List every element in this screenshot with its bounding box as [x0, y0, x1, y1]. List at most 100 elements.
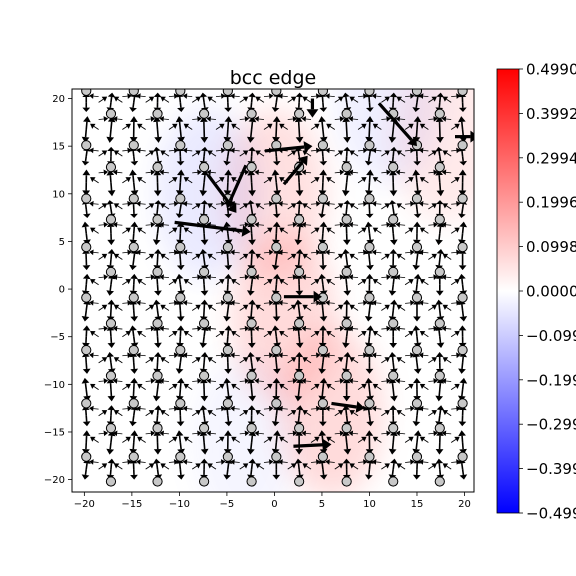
- vector-arrow-shaft: [367, 409, 371, 416]
- vector-arrow-shaft: [163, 276, 169, 279]
- vector-arrow-shaft: [415, 415, 418, 422]
- vector-arrow-shaft: [98, 256, 104, 260]
- atom-marker: [457, 451, 468, 462]
- vector-arrow: [263, 436, 273, 443]
- vector-arrow: [200, 442, 209, 455]
- atom-marker: [294, 214, 305, 225]
- vector-arrow: [458, 273, 466, 285]
- vector-arrow-shaft: [84, 156, 88, 162]
- vector-arrow: [113, 150, 123, 157]
- vector-arrow-shaft: [310, 438, 316, 443]
- vector-arrow-head: [290, 410, 297, 416]
- vector-arrow-head: [125, 123, 131, 129]
- vector-arrow-shaft: [428, 380, 434, 382]
- vector-arrow-shaft: [305, 432, 312, 435]
- vector-arrow: [428, 304, 437, 311]
- vector-arrow-head: [248, 146, 256, 152]
- vector-arrow-shaft: [357, 229, 364, 234]
- vector-arrow: [82, 362, 91, 374]
- vector-arrow-head: [207, 203, 213, 209]
- vector-arrow-head: [160, 96, 166, 102]
- vector-arrow-head: [431, 357, 437, 363]
- vector-arrow: [215, 300, 226, 306]
- vector-arrow: [90, 330, 99, 338]
- vector-arrow-head: [267, 279, 273, 285]
- vector-arrow: [287, 357, 297, 364]
- vector-arrow-head: [413, 190, 422, 197]
- vector-arrow-shaft: [215, 203, 222, 205]
- atom-marker: [81, 140, 92, 151]
- vector-arrow: [272, 116, 281, 130]
- vector-arrow-shaft: [239, 432, 246, 435]
- vector-arrow-shaft: [239, 98, 245, 103]
- vector-arrow-head: [418, 200, 424, 207]
- vector-arrow: [130, 273, 138, 285]
- vector-arrow-shaft: [368, 253, 371, 260]
- vector-arrow-shaft: [297, 463, 300, 470]
- vector-arrow: [90, 436, 99, 443]
- vector-arrow: [263, 200, 274, 207]
- vector-arrow: [89, 200, 99, 207]
- vector-arrow-shaft: [117, 224, 123, 226]
- vector-arrow: [191, 203, 201, 210]
- vector-arrow-shaft: [168, 461, 175, 463]
- vector-arrow-head: [136, 352, 141, 359]
- vector-arrow-head: [90, 436, 96, 442]
- vector-arrow: [263, 177, 273, 184]
- vector-arrow: [159, 325, 169, 332]
- vector-arrow: [405, 352, 415, 359]
- vector-arrow-shaft: [178, 362, 182, 370]
- vector-arrow-head: [268, 200, 274, 207]
- vector-arrow-shaft: [250, 310, 253, 317]
- vector-arrow: [215, 352, 226, 359]
- vector-arrow-shaft: [93, 408, 99, 410]
- vector-arrow: [450, 383, 460, 390]
- vector-arrow: [381, 116, 391, 122]
- vector-arrow-head: [431, 410, 437, 416]
- vector-arrow-head: [348, 116, 354, 122]
- vector-arrow: [342, 249, 350, 260]
- vector-arrow: [98, 203, 108, 210]
- vector-arrow-head: [148, 463, 155, 469]
- vector-arrow-shaft: [334, 380, 341, 382]
- vector-arrow-head: [247, 169, 256, 176]
- vector-arrow-shaft: [282, 203, 288, 205]
- vector-arrow: [301, 116, 312, 122]
- vector-arrow: [153, 182, 162, 197]
- colorbar-tick-label: 0.2994: [526, 149, 576, 167]
- vector-arrow-shaft: [461, 233, 464, 240]
- vector-arrow-head: [152, 458, 161, 464]
- vector-arrow: [342, 430, 350, 443]
- vector-arrow-head: [81, 136, 90, 143]
- vector-arrow-head: [318, 273, 326, 280]
- vector-arrow-shaft: [368, 182, 371, 191]
- vector-arrow: [441, 221, 452, 228]
- vector-arrow-shaft: [287, 306, 293, 311]
- vector-arrow-shaft: [287, 152, 293, 157]
- vector-arrow-shaft: [368, 233, 372, 240]
- vector-arrow-shaft: [259, 98, 265, 103]
- vector-arrow: [358, 200, 368, 207]
- vector-arrow-head: [254, 274, 260, 280]
- vector-arrow-shaft: [98, 224, 104, 226]
- vector-arrow-head: [242, 96, 249, 102]
- vector-arrow: [239, 253, 249, 260]
- vector-arrow-shaft: [98, 412, 104, 417]
- vector-arrow-head: [412, 421, 421, 427]
- vector-arrow-shaft: [282, 354, 288, 357]
- vector-arrow-shaft: [250, 362, 254, 370]
- vector-arrow: [364, 221, 373, 234]
- vector-arrow-head: [442, 96, 449, 102]
- background-field: [155, 89, 474, 492]
- vector-arrow-shaft: [321, 435, 324, 443]
- vector-arrow: [428, 253, 437, 260]
- vector-arrow-shaft: [357, 386, 364, 390]
- vector-arrow: [200, 458, 209, 470]
- atom-marker: [457, 292, 468, 303]
- vector-arrow-shaft: [297, 415, 300, 422]
- vector-arrow-shaft: [297, 150, 300, 157]
- vector-arrow: [287, 253, 297, 260]
- atom-markers: [81, 89, 468, 487]
- vector-arrow-shaft: [239, 328, 246, 330]
- vector-arrow: [130, 469, 138, 480]
